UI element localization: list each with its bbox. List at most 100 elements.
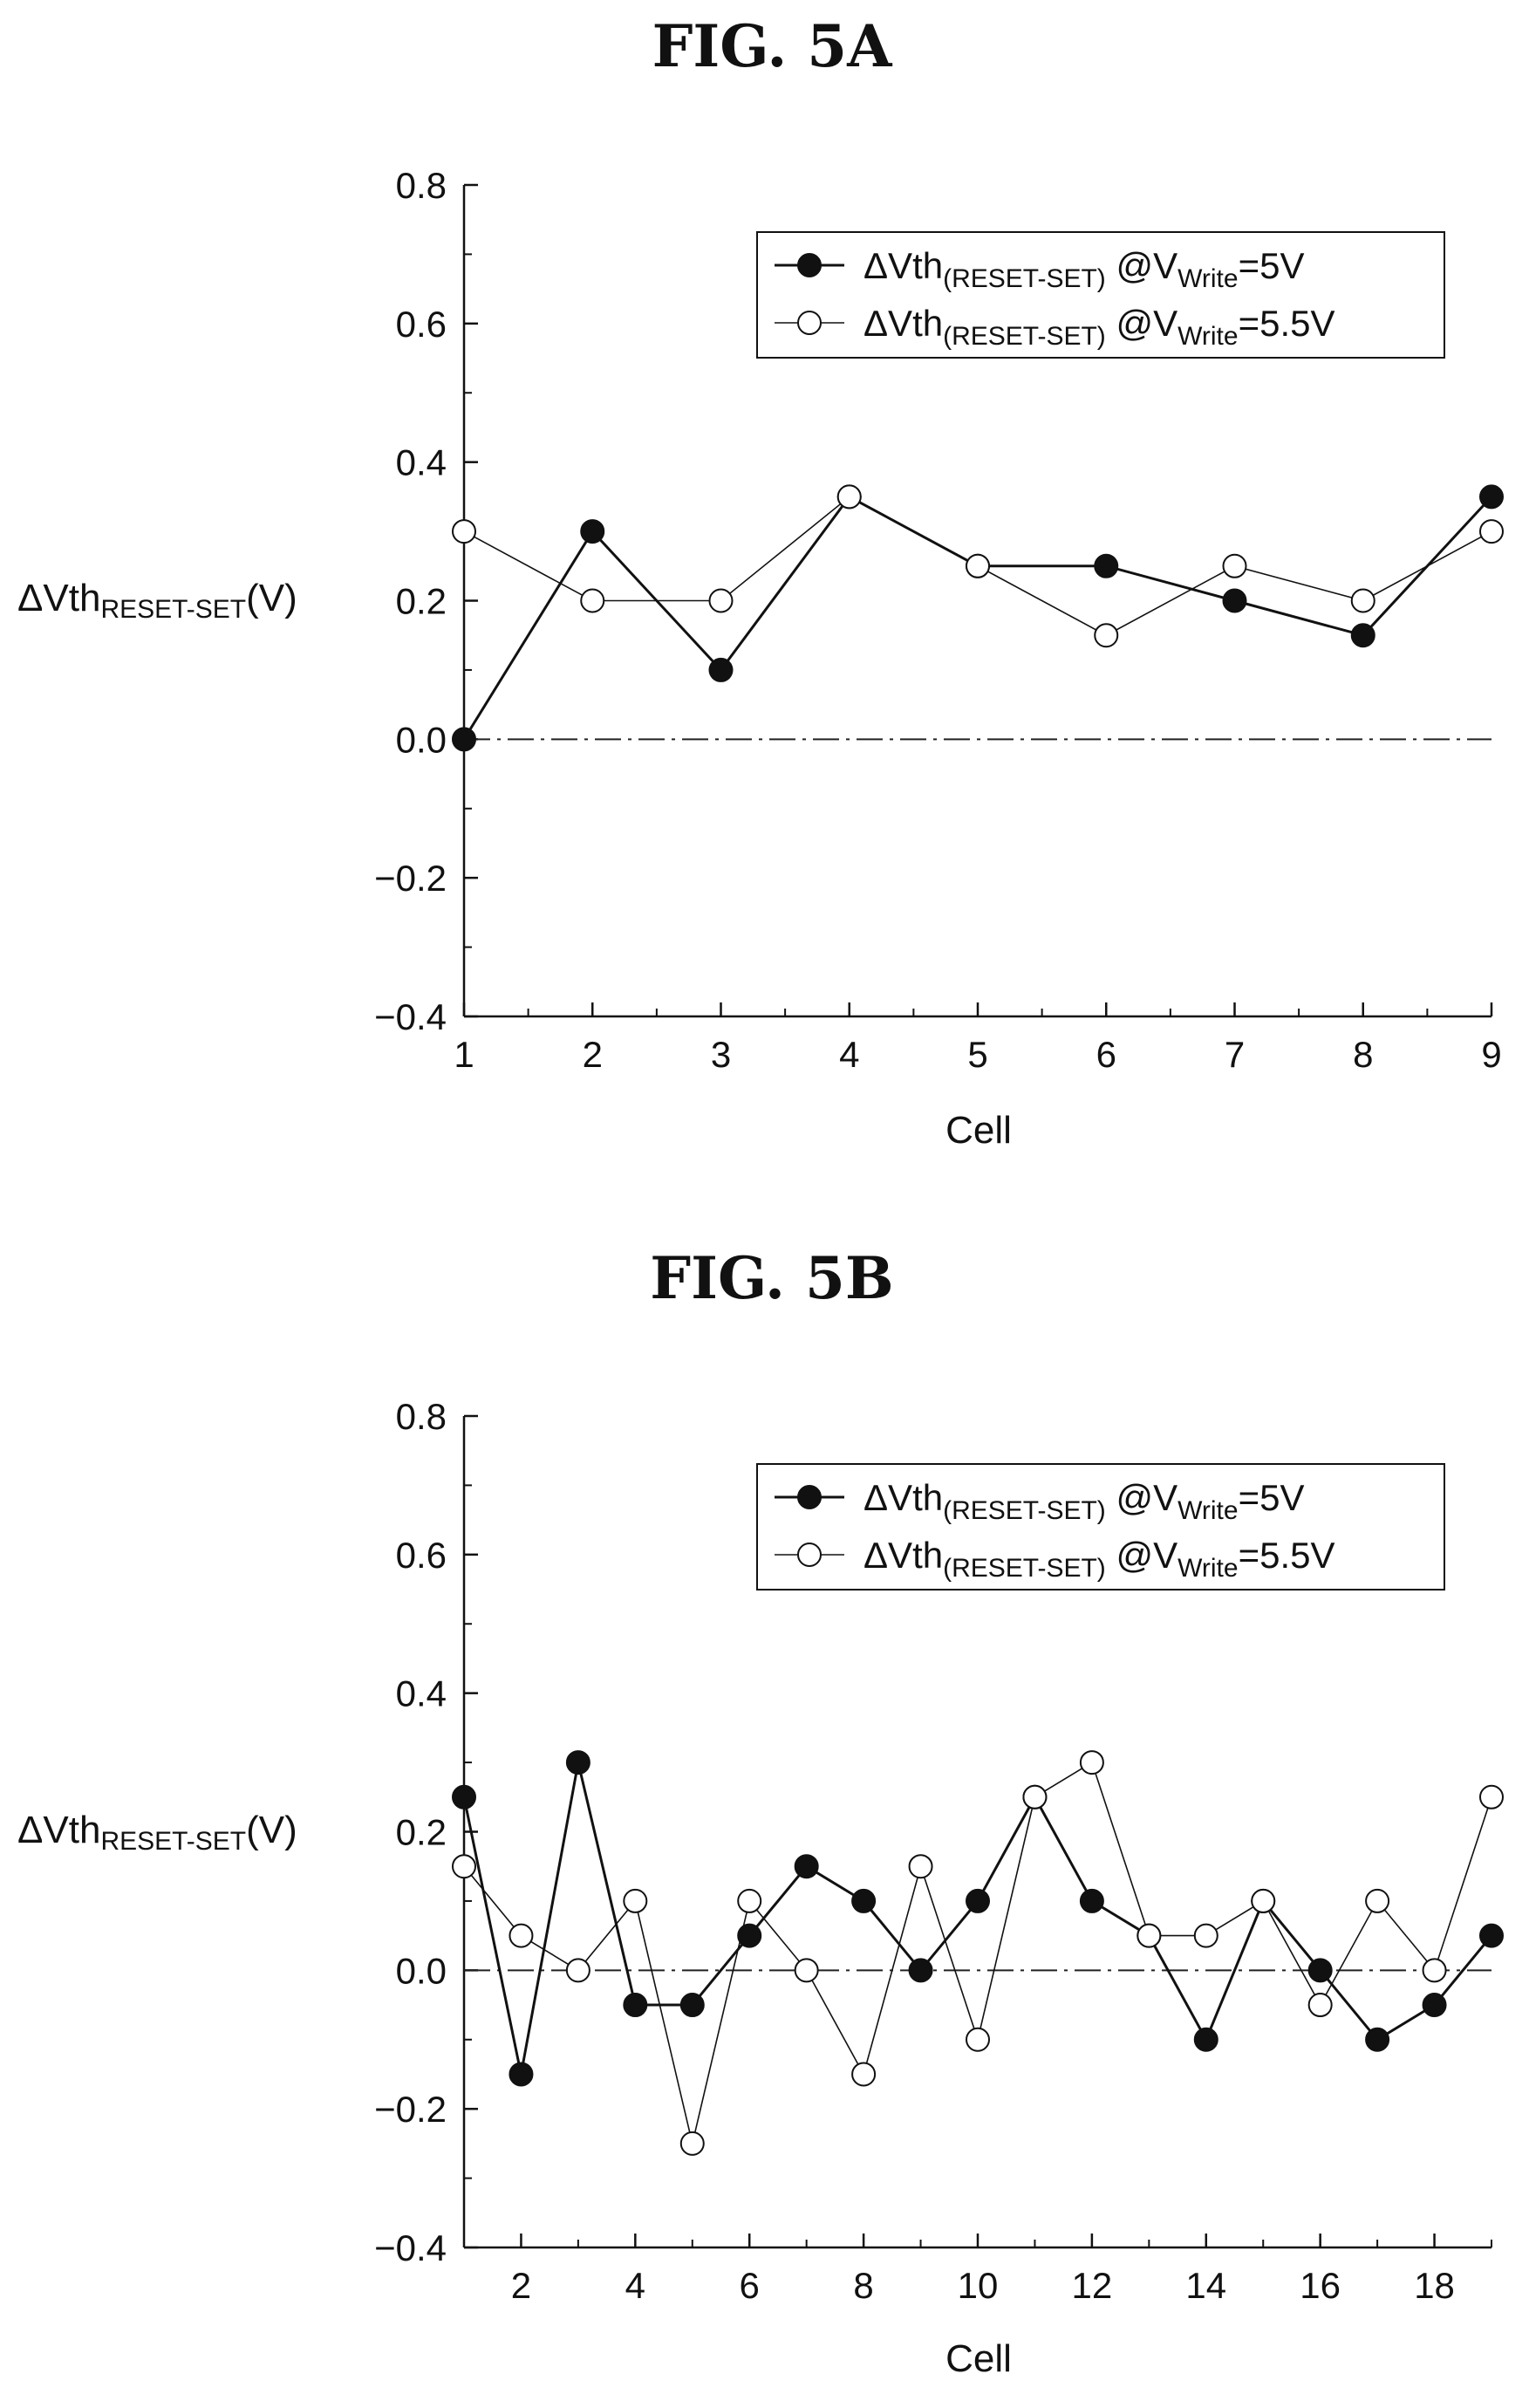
data-point-5v bbox=[1350, 623, 1375, 648]
figure-title: FIG. 5A bbox=[652, 12, 893, 80]
data-point-5v bbox=[708, 657, 734, 682]
y-tick-label: 0.6 bbox=[396, 304, 447, 345]
y-tick-label: −0.4 bbox=[374, 2227, 447, 2268]
legend-label-part: =5.5V bbox=[1239, 1535, 1335, 1576]
x-tick-label: 14 bbox=[1185, 2265, 1226, 2306]
x-tick-label: 16 bbox=[1300, 2265, 1341, 2306]
data-point-5-5v bbox=[1422, 1958, 1447, 1983]
data-point-5-5v bbox=[794, 1958, 819, 1983]
x-tick-label: 3 bbox=[711, 1034, 731, 1075]
y-tick-label: 0.8 bbox=[396, 1396, 447, 1437]
x-tick-label: 18 bbox=[1414, 2265, 1455, 2306]
y-tick-label: −0.4 bbox=[374, 996, 447, 1037]
x-tick-label: 1 bbox=[454, 1034, 474, 1075]
x-tick-label: 5 bbox=[967, 1034, 987, 1075]
legend-entry: ΔVth(RESET-SET) @VWrite=5.5V bbox=[775, 303, 1335, 351]
data-point-5v bbox=[851, 1888, 877, 1913]
data-point-5-5v bbox=[708, 588, 734, 613]
data-point-5v bbox=[623, 1993, 648, 2018]
legend-label-part: (RESET-SET) bbox=[943, 322, 1106, 351]
series-line-5-5v bbox=[463, 1761, 1492, 2145]
data-point-5-5v bbox=[966, 2027, 990, 2052]
data-point-5-5v bbox=[1251, 1888, 1276, 1913]
data-point-5-5v bbox=[565, 1958, 590, 1983]
y-axis-label-sub: RESET-SET bbox=[100, 595, 246, 624]
data-point-5v bbox=[1422, 1993, 1447, 2018]
data-point-5v bbox=[1079, 1888, 1104, 1913]
legend: ΔVth(RESET-SET) @VWrite=5VΔVth(RESET-SET… bbox=[756, 231, 1445, 359]
x-axis-label: Cell bbox=[945, 2337, 1012, 2380]
data-point-5v bbox=[580, 519, 605, 544]
legend-marker bbox=[797, 1485, 822, 1509]
data-point-5-5v bbox=[908, 1854, 933, 1879]
x-tick-label: 4 bbox=[625, 2265, 645, 2306]
y-tick-label: 0.2 bbox=[396, 1812, 447, 1853]
x-tick-label: 8 bbox=[853, 2265, 873, 2306]
data-point-5-5v bbox=[1137, 1923, 1162, 1948]
x-tick-label: 6 bbox=[740, 2265, 760, 2306]
y-tick-label: 0.2 bbox=[396, 581, 447, 622]
legend-marker bbox=[797, 311, 822, 335]
data-point-5-5v bbox=[851, 2062, 877, 2087]
data-point-5-5v bbox=[1479, 1784, 1504, 1809]
x-tick-label: 8 bbox=[1353, 1034, 1373, 1075]
data-point-5-5v bbox=[1365, 1888, 1390, 1913]
data-point-5-5v bbox=[1222, 553, 1247, 578]
legend-entry: ΔVth(RESET-SET) @VWrite=5.5V bbox=[775, 1535, 1335, 1583]
legend-label-part: Write bbox=[1177, 1496, 1238, 1525]
data-point-5-5v bbox=[623, 1888, 648, 1913]
data-point-5v bbox=[1479, 1923, 1504, 1948]
x-axis-label: Cell bbox=[945, 1109, 1012, 1152]
legend-label-part: Write bbox=[1177, 1554, 1238, 1583]
y-axis-label: ΔVthRESET-SET(V) bbox=[17, 1809, 297, 1856]
legend-label-part: @V bbox=[1106, 245, 1177, 286]
data-point-5v bbox=[1307, 1958, 1333, 1983]
figure-5a: FIG. 5A ΔVthRESET-SET(V) Cell −0.4−0.20.… bbox=[17, 12, 1504, 1152]
y-tick-label: 0.4 bbox=[396, 442, 447, 483]
legend: ΔVth(RESET-SET) @VWrite=5V ΔVth(RESET-SET… bbox=[756, 1463, 1445, 1591]
x-tick-label: 6 bbox=[1096, 1034, 1116, 1075]
legend-label-part: @V bbox=[1106, 303, 1177, 344]
data-point-5-5v bbox=[1022, 1784, 1048, 1809]
legend-label-part: Write bbox=[1177, 264, 1238, 293]
y-tick-label: 0.0 bbox=[396, 1950, 447, 1991]
legend-label-part: =5V bbox=[1239, 245, 1305, 286]
data-point-5-5v bbox=[452, 1854, 476, 1879]
data-point-5v bbox=[1193, 2027, 1218, 2052]
legend-entry: ΔVth(RESET-SET) @VWrite=5V bbox=[775, 245, 1304, 293]
data-point-5v bbox=[452, 727, 476, 752]
legend-entry: ΔVth(RESET-SET) @VWrite=5V bbox=[775, 1477, 1304, 1525]
legend-label: ΔVth(RESET-SET) @VWrite=5V bbox=[863, 1477, 1304, 1525]
legend-box bbox=[756, 1463, 1445, 1591]
data-point-5v bbox=[1479, 484, 1504, 510]
x-tick-label: 2 bbox=[511, 2265, 531, 2306]
legend-label: ΔVth(RESET-SET) @VWrite=5V bbox=[863, 245, 1304, 293]
data-point-5-5v bbox=[1479, 519, 1504, 544]
data-point-5-5v bbox=[452, 519, 476, 544]
legend-label-part: @V bbox=[1106, 1477, 1177, 1518]
legend-label-part: ΔVth bbox=[863, 1535, 943, 1576]
legend-label-part: =5.5V bbox=[1239, 303, 1335, 344]
data-point-5v bbox=[509, 2062, 534, 2087]
data-point-5-5v bbox=[1307, 1993, 1333, 2018]
legend-box bbox=[756, 231, 1445, 359]
legend-label-part: ΔVth bbox=[863, 303, 943, 344]
data-point-5v bbox=[1222, 588, 1247, 613]
x-tick-label: 2 bbox=[583, 1034, 603, 1075]
legend-label-part: Write bbox=[1177, 322, 1238, 351]
legend-label-part: @V bbox=[1106, 1535, 1177, 1576]
figure-5b: FIG. 5B ΔVthRESET-SET(V) Cell −0.4−0.20.… bbox=[17, 1244, 1504, 2380]
data-point-5v bbox=[679, 1993, 705, 2018]
y-axis-label-unit: (V) bbox=[246, 577, 297, 619]
y-tick-label: 0.4 bbox=[396, 1673, 447, 1714]
x-tick-label: 12 bbox=[1072, 2265, 1113, 2306]
legend-label-part: ΔVth bbox=[863, 1477, 943, 1518]
y-axis-label-main: ΔVth bbox=[17, 577, 100, 619]
data-point-5-5v bbox=[1350, 588, 1375, 613]
legend-marker bbox=[797, 1543, 822, 1567]
x-tick-label: 10 bbox=[958, 2265, 999, 2306]
y-tick-label: 0.6 bbox=[396, 1535, 447, 1576]
y-axis-label: ΔVthRESET-SET(V) bbox=[17, 577, 297, 624]
data-point-5v bbox=[565, 1750, 590, 1775]
